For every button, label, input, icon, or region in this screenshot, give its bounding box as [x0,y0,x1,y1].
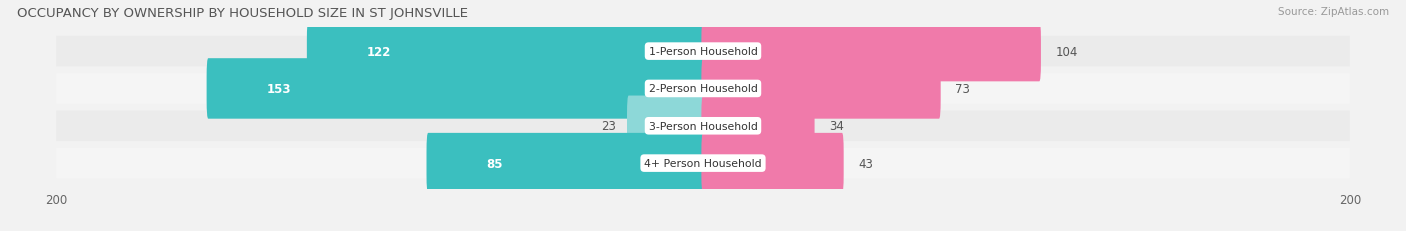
Text: 122: 122 [367,46,391,58]
Text: 153: 153 [267,82,291,96]
FancyBboxPatch shape [56,37,1350,67]
FancyBboxPatch shape [307,22,704,82]
FancyBboxPatch shape [702,96,814,156]
Text: 43: 43 [858,157,873,170]
FancyBboxPatch shape [426,133,704,194]
Text: 23: 23 [600,120,616,133]
FancyBboxPatch shape [702,59,941,119]
Text: 2-Person Household: 2-Person Household [648,84,758,94]
Text: 34: 34 [830,120,844,133]
Text: 1-Person Household: 1-Person Household [648,47,758,57]
Text: 4+ Person Household: 4+ Person Household [644,158,762,168]
Text: 3-Person Household: 3-Person Household [648,121,758,131]
Text: 104: 104 [1056,46,1078,58]
FancyBboxPatch shape [56,111,1350,141]
FancyBboxPatch shape [702,133,844,194]
Text: 85: 85 [486,157,503,170]
Text: 73: 73 [955,82,970,96]
Text: Source: ZipAtlas.com: Source: ZipAtlas.com [1278,7,1389,17]
FancyBboxPatch shape [702,22,1040,82]
FancyBboxPatch shape [627,96,704,156]
Text: OCCUPANCY BY OWNERSHIP BY HOUSEHOLD SIZE IN ST JOHNSVILLE: OCCUPANCY BY OWNERSHIP BY HOUSEHOLD SIZE… [17,7,468,20]
FancyBboxPatch shape [56,74,1350,104]
FancyBboxPatch shape [207,59,704,119]
FancyBboxPatch shape [56,148,1350,179]
